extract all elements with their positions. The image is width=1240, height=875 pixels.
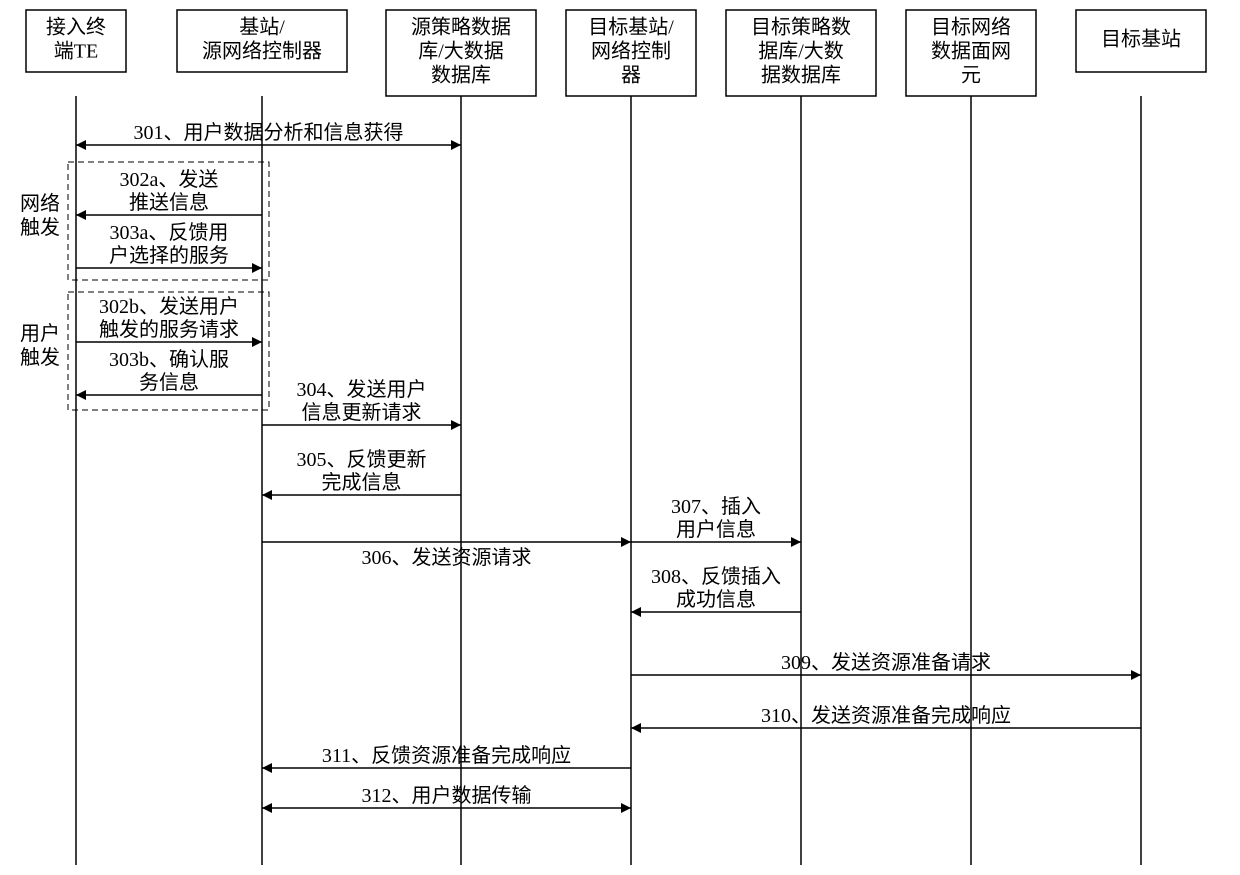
actor-label-a2: 库/大数据 [418, 40, 504, 63]
msg-label-m303a: 303a、反馈用 [110, 221, 229, 244]
msg-label-m309: 309、发送资源准备请求 [781, 651, 991, 674]
msg-label-m304: 304、发送用户 [297, 378, 427, 401]
actor-label-a1: 源网络控制器 [202, 40, 322, 63]
msg-label-m308: 成功信息 [676, 588, 756, 611]
msg-label-m305: 305、反馈更新 [297, 448, 427, 471]
msg-label-m302b: 触发的服务请求 [99, 318, 239, 341]
msg-label-m310: 310、发送资源准备完成响应 [761, 704, 1011, 727]
actor-label-a3: 目标基站/ [588, 16, 674, 39]
actor-label-a3: 器 [621, 65, 641, 87]
actor-label-a4: 目标策略数 [751, 16, 851, 39]
actor-label-a4: 据数据库 [761, 64, 841, 87]
msg-label-m302a: 302a、发送 [120, 168, 219, 191]
msg-label-m303b: 303b、确认服 [109, 348, 229, 371]
opt-label-ob2: 用户 [20, 322, 60, 345]
msg-label-m308: 308、反馈插入 [651, 565, 781, 588]
msg-label-m305: 完成信息 [322, 471, 402, 494]
actor-label-a0: 端TE [54, 40, 98, 63]
actor-label-a6: 目标基站 [1101, 28, 1181, 51]
msg-label-m304: 信息更新请求 [302, 401, 422, 424]
msg-label-m311: 311、反馈资源准备完成响应 [322, 744, 571, 767]
msg-label-m301: 301、用户数据分析和信息获得 [134, 121, 404, 144]
actor-label-a0: 接入终 [46, 16, 106, 39]
msg-label-m312: 312、用户数据传输 [362, 784, 532, 807]
actor-label-a2: 源策略数据 [411, 16, 511, 39]
actor-label-a1: 基站/ [239, 16, 285, 39]
msg-label-m303b: 务信息 [139, 371, 199, 394]
msg-label-m307: 307、插入 [671, 495, 761, 518]
msg-label-m307: 用户信息 [676, 518, 756, 541]
actor-label-a3: 网络控制 [591, 40, 671, 63]
actor-label-a5: 目标网络 [931, 16, 1011, 39]
actor-label-a4: 据库/大数 [758, 40, 844, 63]
actor-label-a2: 数据库 [431, 64, 491, 87]
msg-label-m306: 306、发送资源请求 [362, 546, 532, 569]
msg-label-m303a: 户选择的服务 [109, 244, 229, 267]
msg-label-m302a: 推送信息 [129, 191, 209, 214]
actor-label-a5: 元 [961, 65, 981, 87]
opt-label-ob1: 触发 [20, 216, 60, 239]
sequence-diagram: 接入终端TE 基站/源网络控制器 源策略数据库/大数据数据库 目标基站/网络控制器 目标… [0, 0, 1240, 875]
actor-label-a5: 数据面网 [931, 40, 1011, 63]
opt-label-ob1: 网络 [20, 192, 60, 215]
opt-label-ob2: 触发 [20, 346, 60, 369]
msg-label-m302b: 302b、发送用户 [99, 295, 239, 318]
